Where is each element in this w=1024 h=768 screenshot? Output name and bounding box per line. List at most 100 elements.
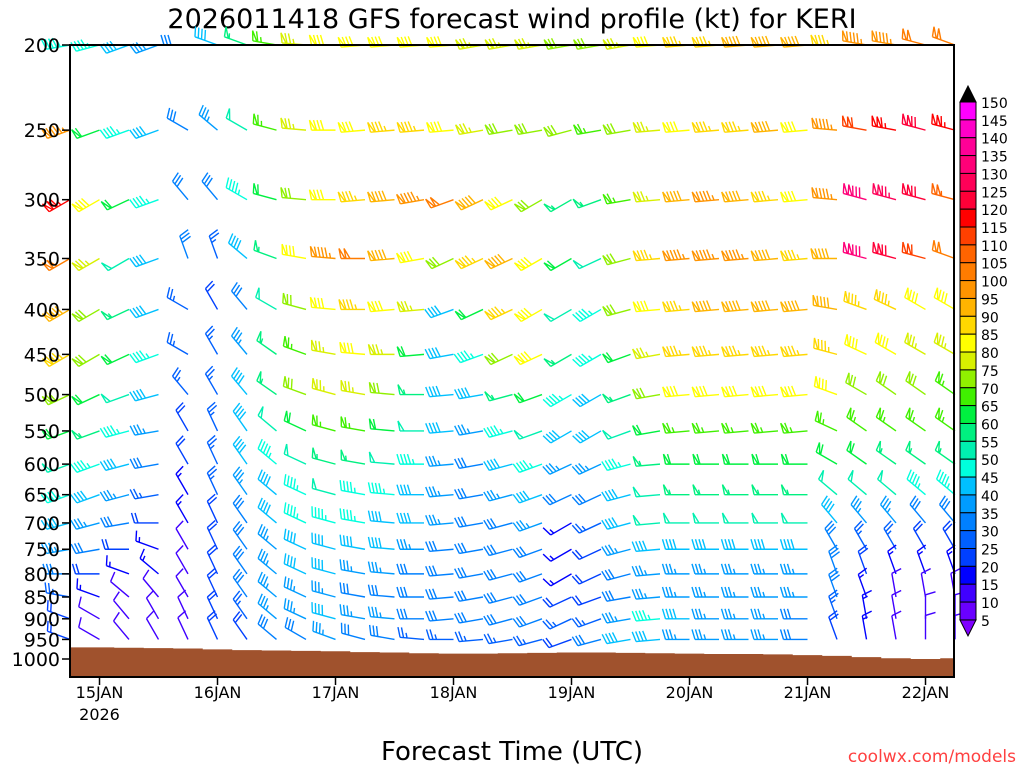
wind-barb <box>691 190 720 203</box>
watermark: coolwx.com/models <box>848 747 1016 767</box>
wind-barb <box>632 456 661 467</box>
wind-barb <box>872 183 897 201</box>
wind-barb <box>283 553 307 575</box>
wind-barb <box>780 512 808 524</box>
wind-barb <box>251 30 277 46</box>
wind-barb <box>810 248 837 260</box>
wind-barb <box>145 589 160 620</box>
x-tick-label: 17JAN <box>312 683 360 702</box>
y-tick-label: 950 <box>24 629 60 651</box>
wind-barb <box>280 187 307 201</box>
wind-barb <box>779 629 808 641</box>
wind-barb <box>339 604 366 620</box>
wind-barb <box>308 119 336 131</box>
wind-barb <box>779 539 808 550</box>
wind-barb <box>454 487 484 500</box>
wind-barb <box>512 635 543 647</box>
wind-barb <box>483 518 513 530</box>
wind-barb <box>367 190 395 203</box>
wind-barb <box>661 539 690 550</box>
wind-barb <box>41 463 71 473</box>
wind-barb <box>105 555 130 575</box>
wind-barb <box>230 281 248 310</box>
wind-barb <box>873 289 897 311</box>
wind-barb <box>871 115 897 131</box>
wind-barb <box>41 392 71 406</box>
colorbar-bin <box>959 440 977 460</box>
wind-barb <box>99 125 130 139</box>
wind-barb <box>780 121 808 133</box>
wind-barb <box>572 308 602 323</box>
wind-barb <box>99 40 130 54</box>
wind-barb <box>750 586 778 598</box>
wind-barb <box>71 393 100 406</box>
wind-barb <box>312 620 336 641</box>
wind-barb <box>41 352 71 367</box>
wind-barb <box>46 620 71 641</box>
y-tick-label: 800 <box>24 564 60 586</box>
colorbar-label: 95 <box>981 292 999 308</box>
wind-barb <box>71 127 100 139</box>
wind-barb <box>484 253 513 270</box>
wind-barb <box>750 385 779 398</box>
wind-barb <box>368 382 395 396</box>
colorbar-label: 135 <box>981 150 1008 166</box>
wind-barb <box>367 482 395 496</box>
wind-barb <box>396 36 425 48</box>
wind-barb <box>340 622 366 641</box>
wind-barb <box>338 248 365 260</box>
wind-barb <box>828 610 839 640</box>
wind-barb <box>632 514 661 526</box>
wind-barb <box>282 335 307 356</box>
colorbar-bin <box>959 226 977 246</box>
wind-barb <box>70 518 100 530</box>
wind-barb <box>311 478 336 496</box>
wind-barb <box>846 440 867 465</box>
wind-barb <box>818 469 838 496</box>
wind-barb <box>811 117 838 131</box>
wind-barb <box>691 300 720 313</box>
wind-barb <box>662 512 690 524</box>
wind-barb <box>160 34 188 46</box>
wind-barb <box>721 512 749 524</box>
colorbar-bin <box>959 512 977 532</box>
barb-row-850 <box>44 567 961 608</box>
wind-barb <box>828 589 839 620</box>
wind-barb <box>602 352 631 364</box>
wind-barb <box>483 592 513 604</box>
wind-barb <box>206 493 219 524</box>
wind-barb <box>780 35 808 48</box>
wind-barb <box>843 291 867 311</box>
wind-barb <box>780 300 808 313</box>
x-axis: 15JAN 16JAN 17JAN 18JAN 19JAN 20JAN 21JAN 22JAN… <box>76 677 949 724</box>
colorbar-label: 100 <box>981 275 1008 291</box>
wind-barb <box>257 438 277 465</box>
wind-barb <box>601 458 631 472</box>
x-tick-label: 15JAN <box>76 683 124 702</box>
wind-barb <box>424 305 454 319</box>
wind-barb <box>311 602 336 620</box>
wind-barb <box>208 229 220 259</box>
wind-barb <box>602 304 631 317</box>
wind-barb <box>256 371 277 396</box>
barb-row-800 <box>42 544 956 587</box>
wind-barb <box>931 113 956 131</box>
wind-barb <box>311 532 336 550</box>
wind-barb <box>847 469 867 496</box>
wind-barb <box>99 425 130 438</box>
wind-barb <box>338 299 365 311</box>
wind-barb <box>780 249 808 262</box>
barb-row-500 <box>41 365 956 408</box>
colorbar-label: 55 <box>981 435 999 451</box>
wind-barb <box>810 34 837 46</box>
wind-barb <box>100 516 130 528</box>
wind-barb <box>339 534 366 550</box>
wind-barb <box>631 565 661 577</box>
colorbar-bin <box>959 458 977 478</box>
colorbar-label: 115 <box>981 221 1008 237</box>
colorbar-bin <box>959 190 977 210</box>
wind-barb <box>542 637 572 649</box>
wind-barb <box>179 229 191 259</box>
y-tick-label: 400 <box>24 299 60 321</box>
wind-barb <box>572 257 602 270</box>
